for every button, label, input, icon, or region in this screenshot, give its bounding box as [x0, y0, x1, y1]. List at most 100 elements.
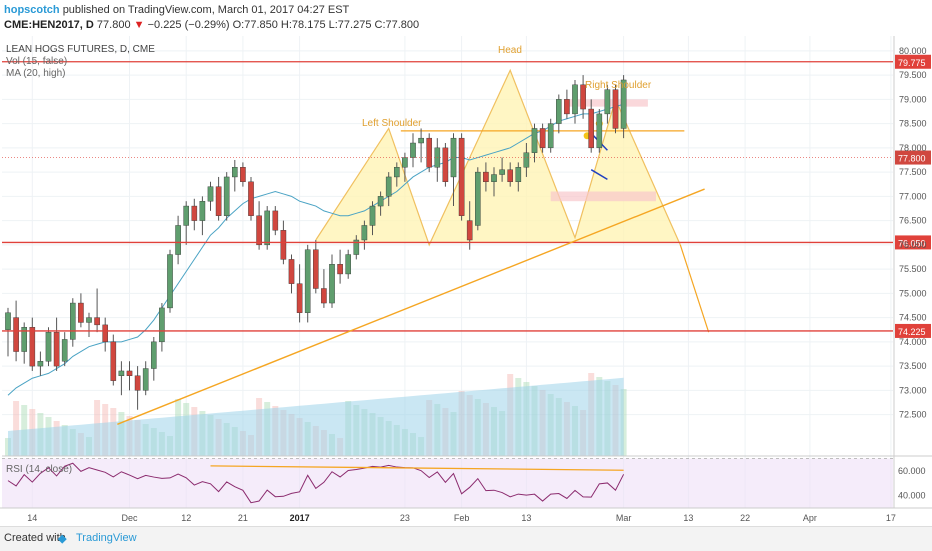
- candles: [5, 75, 627, 410]
- time-tick-label: 17: [886, 513, 896, 523]
- candle: [78, 293, 84, 328]
- candle: [588, 99, 594, 153]
- candle: [45, 327, 52, 367]
- candle-body: [240, 167, 246, 183]
- candle: [491, 167, 497, 197]
- candle-body: [539, 128, 546, 149]
- time-tick-label: Dec: [121, 513, 138, 523]
- candle-body: [21, 327, 28, 352]
- candle-body: [256, 215, 262, 246]
- author-link[interactable]: hopscotch: [4, 4, 60, 16]
- level-label: 79.775: [898, 58, 926, 68]
- chart-canvas[interactable]: 79.775 76.050 74.225 77.800 60.000 40.000 80…: [0, 36, 932, 526]
- candle-body: [183, 205, 190, 226]
- candle-body: [426, 137, 433, 168]
- candle-body: [45, 331, 52, 362]
- candle: [183, 201, 190, 245]
- horizontal-levels[interactable]: 79.775 76.050 74.225 77.800: [2, 54, 931, 338]
- candle-body: [110, 341, 117, 381]
- price-tick-label: 76.500: [899, 216, 927, 226]
- volume-ma-area: [8, 377, 624, 456]
- candle: [86, 312, 92, 337]
- candle: [61, 332, 68, 367]
- footer: Created with ◆ TradingView: [0, 526, 932, 551]
- candle: [556, 94, 562, 134]
- candle: [215, 176, 222, 221]
- tradingview-logo-icon[interactable]: ◆: [58, 533, 67, 545]
- price-tick-label: 72.500: [899, 410, 927, 420]
- candle-body: [410, 142, 416, 158]
- candle: [385, 172, 392, 207]
- candle-body: [321, 288, 327, 304]
- candle-body: [458, 137, 465, 216]
- price-tick-label: 74.500: [899, 313, 927, 323]
- price-tick-label: 73.000: [899, 385, 927, 395]
- candle: [483, 162, 489, 192]
- last-price: 77.800: [96, 19, 131, 31]
- level-tag: [895, 54, 931, 69]
- candle-body: [167, 254, 173, 309]
- candle: [248, 176, 254, 221]
- candle: [377, 191, 384, 216]
- price-tick-label: 75.500: [899, 264, 927, 274]
- candle: [150, 337, 157, 381]
- candle-body: [418, 137, 424, 144]
- candle: [369, 201, 376, 236]
- candle: [53, 317, 60, 371]
- candle-body: [369, 205, 376, 226]
- symbol-line: CME:HEN2017, D 77.800 ▼ −0.225 (−0.29%) …: [4, 19, 419, 31]
- candle: [499, 157, 505, 182]
- candle-body: [377, 196, 384, 207]
- candle: [475, 167, 481, 231]
- candle-body: [572, 84, 578, 115]
- candle: [426, 133, 433, 173]
- candle-body: [199, 200, 206, 221]
- candle: [321, 269, 327, 308]
- candle-body: [483, 171, 489, 183]
- price-tick-label: 79.500: [899, 70, 927, 80]
- current-price-tag: [895, 150, 931, 165]
- candle-body: [345, 254, 352, 275]
- candle-body: [134, 375, 141, 391]
- candle: [207, 181, 214, 211]
- candle: [272, 206, 279, 236]
- trend-lines[interactable]: [117, 188, 705, 425]
- time-tick-label: 13: [521, 513, 531, 523]
- level-label: 74.225: [898, 327, 926, 337]
- candle-body: [159, 307, 165, 343]
- pattern-fill: [315, 70, 681, 245]
- tradingview-brand[interactable]: TradingView: [76, 532, 137, 544]
- candle-body: [515, 167, 522, 183]
- candle-body: [402, 157, 408, 168]
- candle-body: [150, 341, 157, 369]
- candle-body: [37, 361, 44, 367]
- candle: [353, 235, 360, 260]
- time-tick-label: 21: [238, 513, 248, 523]
- publish-line: hopscotch published on TradingView.com, …: [4, 4, 349, 16]
- candle: [596, 109, 603, 153]
- symbol-label: CME:HEN2017, D: [4, 19, 94, 31]
- time-tick-label: Mar: [616, 513, 632, 523]
- price-tick-label: 77.000: [899, 191, 927, 201]
- candle-body: [588, 108, 594, 149]
- ma-legend: MA (20, high): [6, 68, 65, 79]
- candle: [466, 201, 473, 250]
- candle: [337, 249, 343, 284]
- rsi-pane: 60.000 40.000: [2, 455, 932, 509]
- candle: [313, 240, 319, 294]
- down-arrow-icon: ▼: [133, 19, 145, 31]
- candle: [580, 75, 586, 119]
- price-tick-label: 75.000: [899, 288, 927, 298]
- candle: [531, 123, 538, 163]
- candle: [450, 133, 457, 207]
- price-tick-label: 78.500: [899, 119, 927, 129]
- candle: [564, 89, 570, 119]
- candle: [110, 334, 117, 386]
- candle-body: [5, 312, 11, 330]
- candle-body: [142, 368, 149, 391]
- candle: [175, 215, 181, 265]
- projection-line: [679, 244, 710, 333]
- candle-body: [442, 147, 449, 182]
- candle: [69, 298, 76, 347]
- candle: [394, 162, 400, 187]
